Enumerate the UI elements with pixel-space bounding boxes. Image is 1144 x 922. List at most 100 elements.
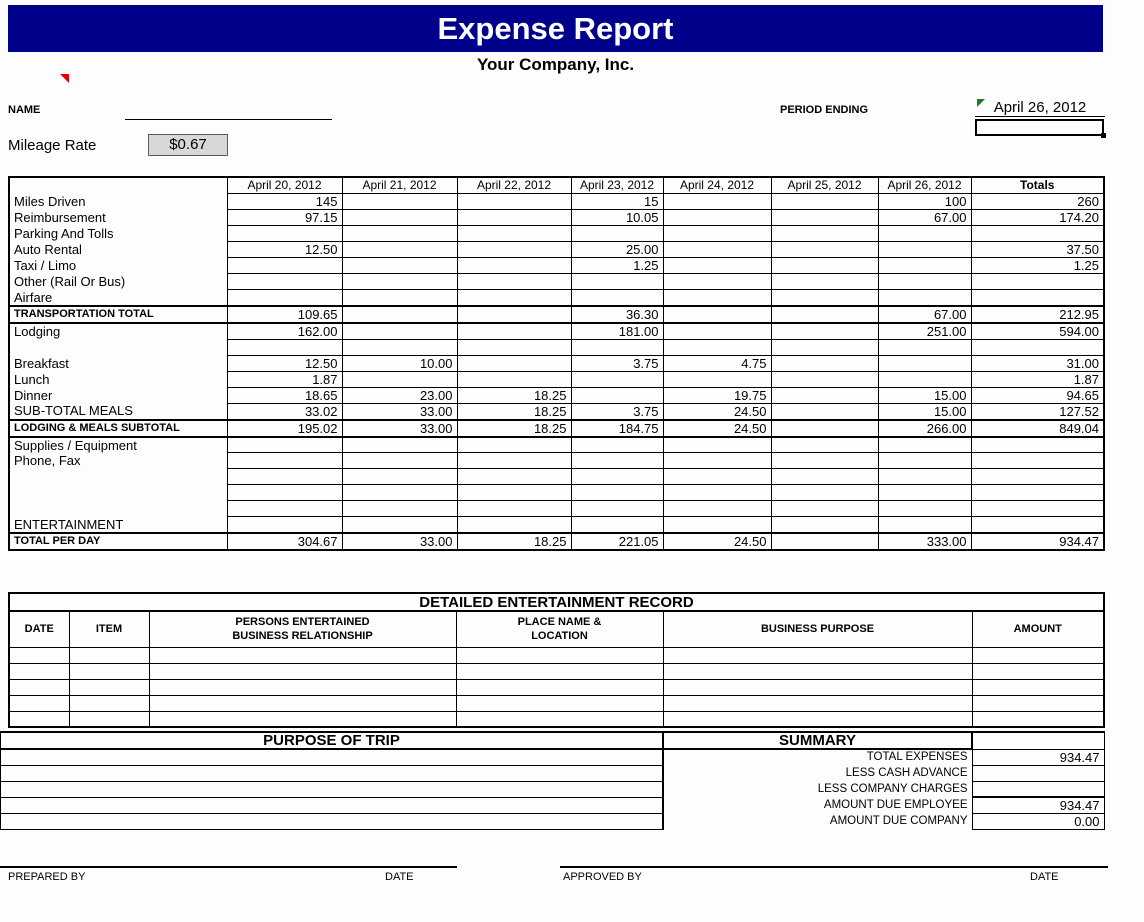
entertainment-cell[interactable]: [662, 678, 973, 696]
expense-cell[interactable]: [341, 193, 458, 210]
expense-cell[interactable]: [341, 436, 458, 453]
expense-cell[interactable]: [341, 289, 458, 306]
expense-cell[interactable]: [456, 273, 572, 290]
expense-cell[interactable]: [877, 257, 972, 274]
summary-value-cell[interactable]: [971, 780, 1105, 798]
expense-cell[interactable]: [770, 322, 879, 340]
expense-cell[interactable]: 3.75: [570, 402, 664, 420]
expense-cell[interactable]: [341, 516, 458, 533]
expense-cell[interactable]: 162.00: [226, 322, 343, 340]
expense-cell[interactable]: [570, 516, 664, 533]
fill-handle[interactable]: [1101, 133, 1106, 138]
entertainment-cell[interactable]: [455, 646, 664, 664]
expense-cell[interactable]: [226, 289, 343, 306]
expense-cell[interactable]: 10.05: [570, 209, 664, 226]
expense-cell[interactable]: [570, 225, 664, 242]
expense-cell[interactable]: [662, 500, 772, 517]
expense-cell[interactable]: [770, 289, 879, 306]
expense-cell[interactable]: 18.25: [456, 531, 572, 551]
summary-value-cell[interactable]: 0.00: [971, 813, 1105, 830]
expense-cell[interactable]: 10.00: [341, 354, 458, 372]
expense-cell[interactable]: [877, 436, 972, 453]
entertainment-cell[interactable]: [68, 646, 150, 664]
entertainment-cell[interactable]: [8, 694, 70, 712]
expense-cell[interactable]: [456, 289, 572, 306]
expense-cell[interactable]: [770, 225, 879, 242]
expense-cell[interactable]: [570, 289, 664, 306]
expense-cell[interactable]: [970, 289, 1105, 306]
expense-cell[interactable]: [570, 273, 664, 290]
expense-cell[interactable]: [341, 304, 458, 324]
expense-cell[interactable]: [770, 241, 879, 258]
expense-cell[interactable]: [456, 516, 572, 533]
entertainment-cell[interactable]: [148, 678, 457, 696]
expense-cell[interactable]: 184.75: [570, 418, 664, 438]
expense-cell[interactable]: [877, 452, 972, 469]
entertainment-cell[interactable]: [148, 662, 457, 680]
expense-cell[interactable]: [662, 452, 772, 469]
entertainment-cell[interactable]: [455, 678, 664, 696]
expense-cell[interactable]: [877, 370, 972, 388]
expense-cell[interactable]: [662, 257, 772, 274]
expense-cell[interactable]: [570, 452, 664, 469]
expense-cell[interactable]: 33.00: [341, 418, 458, 438]
expense-cell[interactable]: [662, 241, 772, 258]
expense-cell[interactable]: 109.65: [226, 304, 343, 324]
expense-cell[interactable]: [770, 257, 879, 274]
expense-cell[interactable]: [456, 225, 572, 242]
entertainment-cell[interactable]: [662, 694, 973, 712]
expense-cell[interactable]: [226, 273, 343, 290]
expense-cell[interactable]: [877, 225, 972, 242]
expense-cell[interactable]: [456, 338, 572, 356]
expense-cell[interactable]: [770, 386, 879, 404]
expense-cell[interactable]: [456, 241, 572, 258]
expense-cell[interactable]: [456, 500, 572, 517]
expense-cell[interactable]: 934.47: [970, 531, 1105, 551]
expense-cell[interactable]: 145: [226, 193, 343, 210]
expense-cell[interactable]: [456, 354, 572, 372]
expense-cell[interactable]: [970, 500, 1105, 517]
selected-cell[interactable]: [975, 119, 1106, 138]
expense-cell[interactable]: [341, 468, 458, 485]
expense-cell[interactable]: [877, 338, 972, 356]
entertainment-cell[interactable]: [971, 710, 1105, 728]
expense-cell[interactable]: [341, 322, 458, 340]
expense-cell[interactable]: [570, 338, 664, 356]
entertainment-cell[interactable]: [68, 694, 150, 712]
expense-cell[interactable]: [456, 436, 572, 453]
entertainment-cell[interactable]: [68, 678, 150, 696]
expense-cell[interactable]: [770, 468, 879, 485]
expense-cell[interactable]: [341, 257, 458, 274]
expense-cell[interactable]: 67.00: [877, 304, 972, 324]
expense-cell[interactable]: [226, 468, 343, 485]
expense-cell[interactable]: [662, 225, 772, 242]
expense-cell[interactable]: [970, 225, 1105, 242]
entertainment-cell[interactable]: [68, 710, 150, 728]
expense-cell[interactable]: 97.15: [226, 209, 343, 226]
expense-cell[interactable]: 23.00: [341, 386, 458, 404]
expense-cell[interactable]: 33.02: [226, 402, 343, 420]
expense-cell[interactable]: 24.50: [662, 402, 772, 420]
expense-cell[interactable]: [770, 531, 879, 551]
expense-cell[interactable]: 304.67: [226, 531, 343, 551]
expense-cell[interactable]: 25.00: [570, 241, 664, 258]
expense-cell[interactable]: [770, 304, 879, 324]
entertainment-cell[interactable]: [8, 678, 70, 696]
expense-cell[interactable]: 12.50: [226, 354, 343, 372]
expense-cell[interactable]: [662, 273, 772, 290]
expense-cell[interactable]: [456, 193, 572, 210]
expense-cell[interactable]: [456, 484, 572, 501]
expense-cell[interactable]: 174.20: [970, 209, 1105, 226]
expense-cell[interactable]: 849.04: [970, 418, 1105, 438]
expense-cell[interactable]: [970, 516, 1105, 533]
expense-cell[interactable]: [570, 500, 664, 517]
purpose-cell[interactable]: [0, 765, 663, 782]
expense-cell[interactable]: 260: [970, 193, 1105, 210]
expense-cell[interactable]: 67.00: [877, 209, 972, 226]
expense-cell[interactable]: 181.00: [570, 322, 664, 340]
expense-cell[interactable]: 4.75: [662, 354, 772, 372]
expense-cell[interactable]: [770, 193, 879, 210]
entertainment-cell[interactable]: [971, 662, 1105, 680]
expense-cell[interactable]: [570, 436, 664, 453]
entertainment-cell[interactable]: [8, 662, 70, 680]
